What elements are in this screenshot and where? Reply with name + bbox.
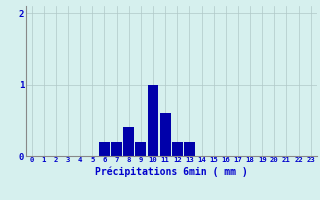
Bar — [172, 142, 183, 156]
Bar — [135, 142, 146, 156]
Bar — [184, 142, 195, 156]
Bar — [99, 142, 110, 156]
Bar — [160, 113, 171, 156]
X-axis label: Précipitations 6min ( mm ): Précipitations 6min ( mm ) — [95, 166, 248, 177]
Bar — [111, 142, 122, 156]
Bar — [123, 127, 134, 156]
Bar — [148, 85, 158, 156]
